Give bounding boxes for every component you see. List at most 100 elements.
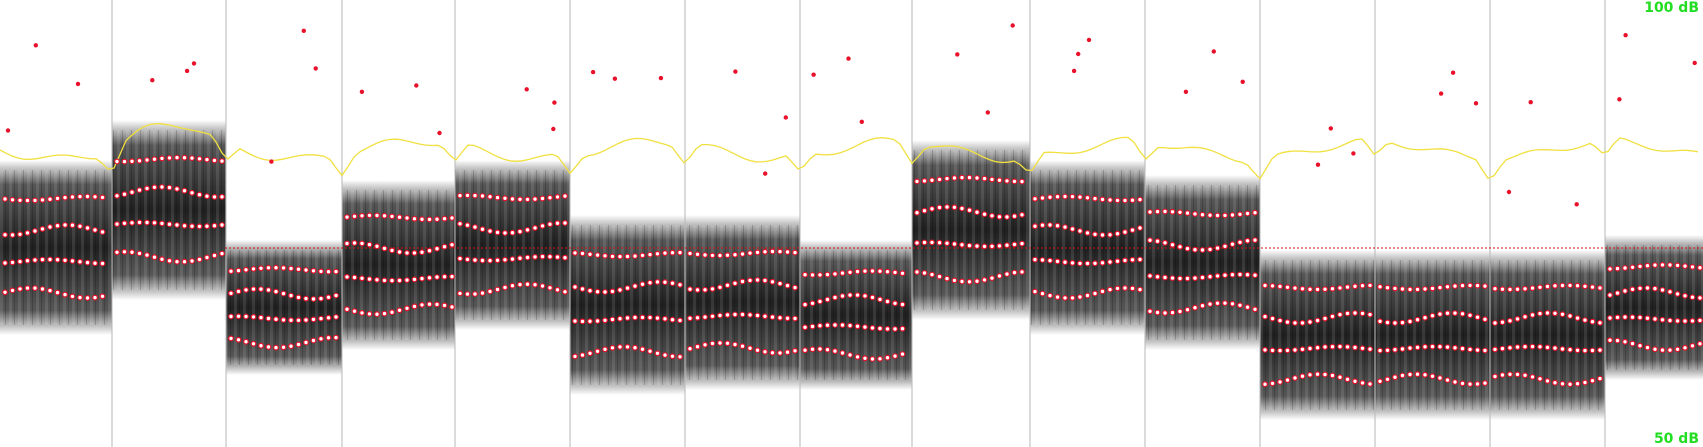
formant-dot — [1659, 316, 1666, 323]
formant-dot — [914, 178, 920, 185]
formant-dot — [1522, 372, 1528, 379]
formant-dot — [235, 288, 242, 295]
formant-dot — [17, 258, 23, 265]
formant-dot — [472, 257, 478, 264]
formant-dot — [1269, 283, 1276, 289]
formant-outlier — [1010, 23, 1015, 28]
formant-dot — [1637, 285, 1643, 292]
formant-dot — [457, 290, 463, 297]
formant-dot — [1169, 241, 1176, 248]
formant-dot — [1084, 292, 1091, 299]
formant-outlier — [1328, 126, 1334, 131]
formant-dot — [295, 341, 302, 348]
formant-dot — [166, 184, 173, 191]
formant-dot — [1099, 196, 1106, 203]
formant-dot — [1262, 313, 1268, 320]
formant-dot — [694, 287, 701, 293]
formant-dot — [959, 205, 965, 212]
formant-dot — [1277, 317, 1283, 324]
formant-dot — [1597, 285, 1603, 291]
formant-dot — [129, 189, 135, 196]
formant-dot — [273, 264, 279, 271]
formant-dot — [732, 280, 738, 287]
formant-dot — [303, 317, 309, 323]
formant-dot — [854, 292, 861, 299]
formant-dot — [1184, 245, 1191, 252]
formant-dot — [739, 251, 746, 257]
formant-dot — [1667, 288, 1673, 295]
formant-dot — [1474, 314, 1481, 321]
formant-dot — [632, 283, 638, 290]
formant-dot — [1084, 194, 1091, 201]
formant-dot — [1467, 312, 1473, 319]
formant-dot — [1467, 282, 1473, 289]
formant-dot — [654, 315, 661, 322]
formant-dot — [959, 241, 965, 248]
formant-dot — [1367, 381, 1373, 387]
formant-dot — [777, 314, 783, 321]
formant-dot — [344, 274, 350, 280]
spectrogram-texture-12 — [1375, 260, 1490, 410]
formant-dot — [54, 289, 61, 296]
formant-dot — [54, 222, 61, 229]
formant-dot — [1129, 197, 1136, 204]
formant-dot — [47, 287, 53, 294]
formant-dot — [1019, 178, 1025, 185]
formant-dot — [1582, 347, 1588, 354]
formant-dot — [449, 241, 455, 248]
formant-dot — [914, 239, 920, 246]
formant-dot — [996, 177, 1003, 184]
formant-dot — [587, 318, 593, 325]
formant-dot — [129, 219, 135, 226]
formant-dot — [1262, 381, 1268, 388]
formant-dot — [624, 315, 631, 321]
formant-dot — [464, 222, 471, 229]
formant-dot — [1492, 320, 1498, 326]
formant-dot — [1337, 374, 1343, 381]
formant-dot — [1137, 256, 1143, 263]
formant-dot — [1582, 283, 1588, 290]
formant-dot — [228, 290, 234, 297]
formant-dot — [1069, 226, 1076, 232]
formant-dot — [989, 275, 995, 282]
formant-dot — [1222, 300, 1228, 307]
formant-dot — [1092, 195, 1098, 202]
spectrogram-texture-3 — [342, 190, 455, 340]
formant-dot — [594, 318, 601, 324]
formant-outlier — [1506, 189, 1512, 195]
formant-dot — [1192, 210, 1198, 217]
formant-dot — [265, 344, 272, 350]
formant-dot — [1244, 271, 1251, 278]
formant-dot — [1237, 211, 1243, 218]
formant-outlier — [524, 87, 529, 92]
formant-dot — [9, 287, 16, 294]
formant-dot — [487, 193, 493, 200]
formant-dot — [579, 250, 586, 257]
formant-dot — [669, 280, 676, 287]
formant-dot — [1377, 283, 1383, 290]
formant-dot — [1184, 210, 1191, 217]
formant-dot — [419, 275, 425, 282]
formant-dot — [509, 196, 516, 202]
formant-dot — [121, 191, 128, 198]
formant-dot — [1422, 286, 1428, 292]
formant-dot — [1507, 317, 1513, 324]
formant-dot — [1377, 378, 1383, 385]
formant-dot — [717, 252, 723, 259]
formant-dot — [47, 224, 53, 230]
formant-dot — [989, 212, 995, 219]
formant-dot — [1184, 306, 1191, 313]
formant-dot — [762, 277, 768, 284]
formant-dot — [1407, 286, 1413, 293]
formant-dot — [1047, 194, 1053, 201]
formant-dot — [1384, 347, 1391, 354]
formant-dot — [1459, 345, 1466, 352]
formant-dot — [1384, 376, 1391, 383]
formant-dot — [189, 223, 195, 230]
formant-dot — [1262, 282, 1268, 289]
formant-dot — [839, 322, 846, 329]
formant-dot — [1129, 256, 1136, 263]
formant-dot — [854, 323, 861, 330]
